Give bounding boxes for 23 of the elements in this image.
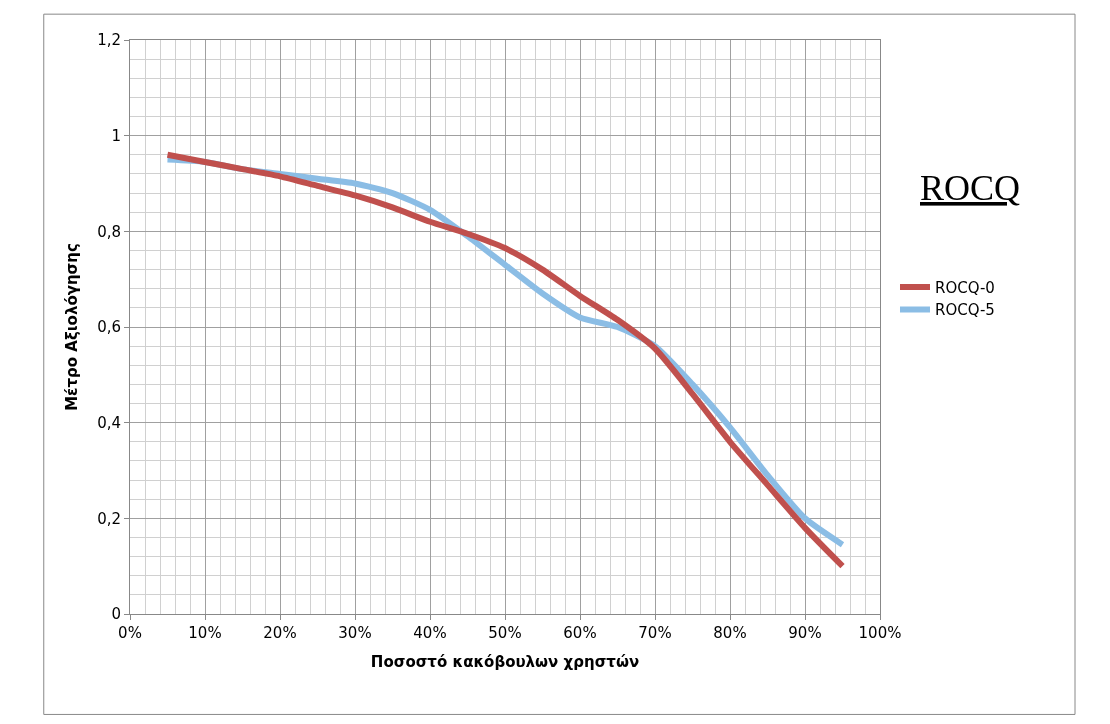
y-tick-label: 0,2 — [97, 509, 121, 528]
y-tick-label: 1,2 — [97, 31, 121, 50]
y-tick-label: 0,6 — [97, 318, 121, 337]
x-tick-label: 10% — [188, 624, 222, 642]
y-axis-title: Μέτρο Αξιολόγησης — [63, 243, 82, 411]
legend-label: ROCQ-5 — [935, 301, 995, 320]
x-tick-label: 30% — [338, 624, 372, 642]
text: ROCQ — [920, 168, 1021, 208]
x-tick-label: 20% — [263, 624, 297, 642]
x-tick-label: 50% — [488, 624, 522, 642]
y-tick-label: 0,4 — [97, 413, 121, 432]
y-tick-label: 0 — [111, 605, 121, 624]
y-tick-label: 0,8 — [97, 222, 121, 241]
legend-label: ROCQ-0 — [935, 278, 995, 297]
x-tick-label: 40% — [413, 624, 447, 642]
y-tick-label: 1 — [111, 126, 121, 145]
x-tick-label: 0% — [118, 624, 142, 642]
x-tick-label: 70% — [638, 624, 672, 642]
x-tick-label: 60% — [563, 624, 597, 642]
x-axis-title: Ποσοστό κακόβουλων χρηστών — [370, 653, 640, 671]
x-tick-label: 80% — [713, 624, 747, 642]
x-tick-label: 100% — [858, 624, 902, 642]
x-tick-label: 90% — [788, 624, 822, 642]
